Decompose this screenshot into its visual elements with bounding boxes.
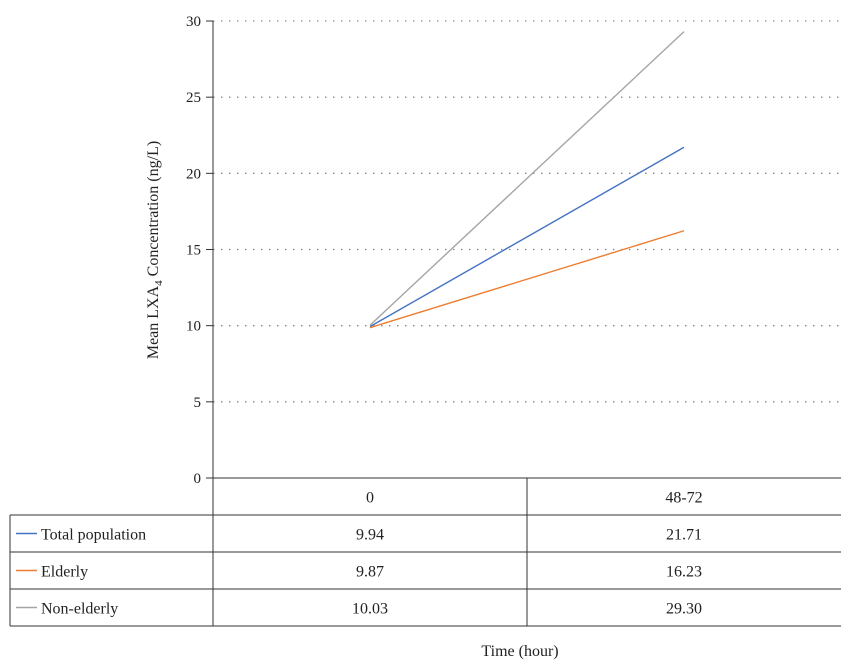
x-tick-label: 48-72	[665, 490, 702, 507]
y-tick-label: 30	[186, 14, 201, 30]
data-label: 29.30	[666, 601, 702, 618]
y-axis-ticks: 0 5 10 15 20 25 30	[186, 14, 213, 487]
data-label: 21.71	[666, 527, 702, 544]
legend-label: Total population	[41, 527, 146, 544]
y-axis-title-main: Mean LXA	[145, 285, 162, 359]
y-tick-label: 15	[186, 243, 201, 259]
series-line	[369, 146, 685, 328]
data-label: 9.87	[356, 564, 384, 581]
data-label: 10.03	[352, 601, 388, 618]
gridlines	[213, 20, 841, 403]
series-line	[369, 31, 685, 326]
y-axis-title-subscript: 4	[153, 280, 165, 286]
y-tick-label: 5	[194, 395, 202, 411]
series-line	[369, 230, 685, 329]
y-tick-label: 20	[186, 166, 201, 182]
series-lines	[369, 31, 685, 329]
legend-label: Non-elderly	[41, 601, 118, 618]
y-axis-title-rest: Concentration (ng/L)	[145, 141, 162, 281]
y-axis-title: Mean LXA4 Concentration (ng/L)	[145, 141, 165, 359]
y-tick-label: 0	[194, 471, 202, 487]
legend-label: Elderly	[41, 564, 88, 581]
x-axis-title: Time (hour)	[481, 643, 558, 660]
data-label: 16.23	[666, 564, 702, 581]
y-tick-label: 25	[186, 90, 201, 106]
data-label: 9.94	[356, 527, 384, 544]
x-tick-label: 0	[366, 490, 374, 507]
y-tick-label: 10	[186, 319, 201, 335]
data-table: 0 48-72 Total population 9.94 21.71 Elderly 9.…	[9, 477, 841, 627]
